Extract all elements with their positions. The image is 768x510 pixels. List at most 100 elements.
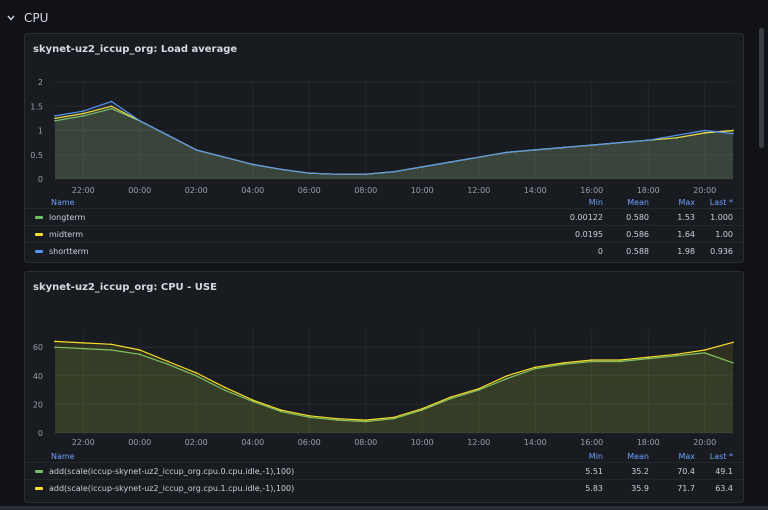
x-tick-label: 02:00 bbox=[185, 186, 208, 195]
load-average-chart[interactable]: 0 0.5 1 1.5 2 22:00 00:00 02:00 04:00 06:00 08:00 1… bbox=[25, 34, 745, 200]
legend-table: Name Min Mean Max Last * add(scale(iccup… bbox=[25, 450, 743, 496]
legend-min-value: 0.0195 bbox=[575, 229, 603, 239]
data-point bbox=[138, 349, 141, 351]
legend-min-value: 0 bbox=[597, 246, 603, 256]
data-point bbox=[280, 410, 282, 413]
legend-table: Name Min Mean Max Last * longterm 0.00122… bbox=[25, 196, 743, 259]
legend-series-name[interactable]: shortterm bbox=[25, 247, 557, 256]
x-tick-label: 14:00 bbox=[524, 186, 547, 195]
legend-row[interactable]: shortterm 0 0.588 1.98 0.936 bbox=[25, 242, 743, 259]
data-point bbox=[534, 366, 537, 368]
data-point bbox=[251, 399, 254, 401]
legend-min-value: 5.51 bbox=[585, 466, 603, 476]
x-tick-label: 12:00 bbox=[467, 186, 490, 195]
panel-load-average[interactable]: skynet-uz2_iccup_org: Load average 0 0.5 1… bbox=[24, 33, 744, 263]
data-point bbox=[167, 363, 169, 366]
legend-header-max[interactable]: Max bbox=[678, 197, 695, 207]
data-point bbox=[223, 156, 226, 158]
x-tick-label: 18:00 bbox=[637, 186, 660, 195]
legend-mean-value: 0.586 bbox=[626, 229, 649, 239]
legend-max-value: 1.64 bbox=[677, 229, 695, 239]
data-point bbox=[54, 340, 56, 343]
data-point bbox=[54, 115, 56, 117]
data-point bbox=[732, 132, 734, 135]
x-tick-label: 04:00 bbox=[241, 438, 264, 447]
data-point bbox=[364, 173, 367, 175]
panel-cpu-use[interactable]: skynet-uz2_iccup_org: CPU - USE 0 20 40 60 2… bbox=[24, 271, 744, 503]
data-point bbox=[534, 149, 537, 151]
data-point bbox=[703, 132, 706, 134]
series-area-fill bbox=[55, 341, 733, 433]
legend-header-name[interactable]: Name bbox=[51, 451, 75, 461]
data-point bbox=[82, 110, 85, 112]
bottom-strip bbox=[0, 506, 768, 510]
data-point bbox=[675, 136, 678, 139]
data-point bbox=[675, 134, 678, 137]
legend-max-value: 1.98 bbox=[677, 246, 695, 256]
data-point bbox=[421, 409, 424, 411]
series-area-fill bbox=[55, 347, 733, 433]
legend-header-name[interactable]: Name bbox=[51, 197, 75, 207]
data-point bbox=[477, 389, 480, 391]
y-tick-label: 60 bbox=[33, 343, 43, 352]
data-point bbox=[619, 360, 621, 363]
data-point bbox=[195, 374, 198, 377]
data-point bbox=[54, 346, 56, 348]
series-color-swatch bbox=[35, 215, 43, 219]
legend-header-min[interactable]: Min bbox=[588, 451, 603, 461]
page-scrollbar[interactable] bbox=[759, 28, 764, 148]
data-point bbox=[732, 129, 734, 132]
series-area-fill bbox=[55, 108, 733, 179]
legend-row[interactable]: longterm 0.00122 0.580 1.53 1.000 bbox=[25, 208, 743, 225]
data-point bbox=[336, 173, 339, 175]
series-color-swatch bbox=[35, 232, 43, 236]
data-point bbox=[393, 417, 395, 420]
legend-series-name[interactable]: add(scale(iccup-skynet-uz2_iccup_org.cpu… bbox=[25, 467, 557, 476]
x-tick-label: 20:00 bbox=[693, 186, 716, 195]
data-point bbox=[82, 342, 85, 344]
cpu-use-chart[interactable]: 0 20 40 60 22:00 00:00 02:00 04:00 06:00 08:00 10:… bbox=[25, 272, 745, 450]
legend-row[interactable]: add(scale(iccup-skynet-uz2_iccup_org.cpu… bbox=[25, 462, 743, 479]
series-label: add(scale(iccup-skynet-uz2_iccup_org.cpu… bbox=[49, 483, 295, 493]
x-tick-label: 18:00 bbox=[637, 438, 660, 447]
legend-header-mean[interactable]: Mean bbox=[627, 197, 649, 207]
data-point bbox=[364, 420, 367, 423]
legend-header-last[interactable]: Last * bbox=[709, 197, 733, 207]
x-tick-label: 14:00 bbox=[524, 438, 547, 447]
legend-header-last[interactable]: Last * bbox=[709, 451, 733, 461]
y-tick-label: 0 bbox=[38, 175, 43, 184]
series-label: midterm bbox=[49, 229, 84, 239]
legend-last-value: 1.00 bbox=[715, 229, 733, 239]
data-point bbox=[82, 112, 85, 115]
series-color-swatch bbox=[35, 469, 43, 473]
legend-last-value: 63.4 bbox=[715, 483, 733, 493]
y-tick-label: 0 bbox=[38, 429, 43, 438]
series-color-swatch bbox=[35, 486, 43, 490]
row-header-cpu[interactable]: CPU bbox=[6, 8, 48, 28]
data-point bbox=[421, 166, 424, 168]
legend-last-value: 1.000 bbox=[710, 212, 733, 222]
x-tick-label: 16:00 bbox=[580, 438, 603, 447]
data-point bbox=[477, 387, 480, 390]
data-point bbox=[280, 409, 282, 411]
data-point bbox=[138, 353, 141, 356]
legend-series-name[interactable]: add(scale(iccup-skynet-uz2_iccup_org.cpu… bbox=[25, 484, 557, 493]
data-point bbox=[195, 372, 198, 374]
data-point bbox=[138, 120, 141, 122]
data-point bbox=[619, 141, 621, 144]
legend-header-mean[interactable]: Mean bbox=[627, 451, 649, 461]
data-point bbox=[110, 349, 113, 351]
data-point bbox=[732, 341, 734, 344]
legend-header-min[interactable]: Min bbox=[588, 197, 603, 207]
legend-series-name[interactable]: longterm bbox=[25, 213, 557, 222]
x-tick-label: 22:00 bbox=[72, 438, 95, 447]
legend-row[interactable]: midterm 0.0195 0.586 1.64 1.00 bbox=[25, 225, 743, 242]
legend-last-value: 49.1 bbox=[715, 466, 733, 476]
legend-row[interactable]: add(scale(iccup-skynet-uz2_iccup_org.cpu… bbox=[25, 479, 743, 496]
data-point bbox=[647, 357, 650, 360]
legend-header-max[interactable]: Max bbox=[678, 451, 695, 461]
series-area-fill bbox=[55, 106, 733, 179]
data-point bbox=[703, 129, 706, 132]
data-point bbox=[449, 397, 452, 400]
legend-series-name[interactable]: midterm bbox=[25, 230, 557, 239]
